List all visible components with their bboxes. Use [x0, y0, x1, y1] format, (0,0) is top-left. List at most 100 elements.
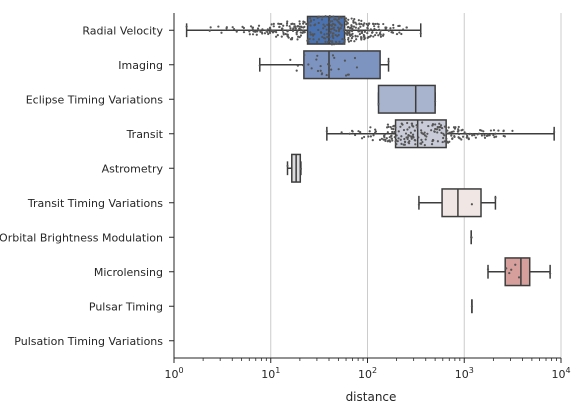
swarm-point — [296, 38, 299, 41]
swarm-point — [445, 131, 448, 135]
swarm-point — [278, 25, 281, 29]
swarm-point — [468, 133, 471, 136]
swarm-point — [351, 27, 354, 30]
swarm-point — [392, 26, 395, 29]
swarm-point — [335, 29, 338, 32]
swarm-point — [332, 36, 335, 40]
swarm-point — [336, 19, 339, 22]
swarm-point — [406, 121, 409, 125]
swarm-point — [256, 30, 259, 33]
swarm-point — [337, 33, 340, 37]
swarm-point — [301, 63, 305, 67]
swarm-point — [270, 29, 273, 33]
swarm-point — [374, 131, 377, 134]
swarm-point — [338, 22, 342, 25]
swarm-point — [309, 24, 312, 27]
swarm-point — [357, 130, 360, 133]
swarm-point — [494, 132, 497, 135]
swarm-point — [330, 68, 333, 71]
swarm-point — [453, 135, 456, 138]
swarm-point — [353, 40, 356, 43]
swarm-point — [350, 17, 353, 20]
swarm-point — [362, 35, 365, 38]
swarm-point — [289, 58, 292, 61]
swarm-point — [349, 39, 353, 42]
swarm-point — [446, 141, 450, 144]
swarm-point — [353, 18, 356, 21]
swarm-point — [466, 134, 469, 137]
swarm-point — [379, 35, 383, 38]
swarm-point — [408, 140, 411, 143]
swarm-point — [303, 31, 306, 34]
swarm-point — [345, 32, 348, 35]
swarm-point — [362, 24, 365, 27]
swarm-point — [384, 27, 387, 30]
swarm-point — [365, 22, 368, 26]
swarm-point — [308, 37, 311, 41]
swarm-point — [309, 33, 312, 36]
swarm-point — [356, 35, 359, 38]
swarm-point — [417, 136, 420, 139]
swarm-point — [299, 31, 302, 34]
swarm-point — [320, 73, 323, 76]
swarm-point — [348, 132, 351, 135]
swarm-point — [217, 25, 220, 28]
swarm-point — [492, 133, 495, 137]
swarm-point — [434, 100, 437, 103]
swarm-point — [433, 130, 436, 133]
swarm-point — [368, 130, 371, 133]
swarm-point — [368, 35, 371, 38]
swarm-point — [470, 203, 473, 206]
swarm-point — [439, 126, 442, 129]
swarm-point — [380, 137, 384, 140]
swarm-point — [549, 272, 552, 275]
swarm-point — [263, 32, 267, 35]
swarm-point — [360, 31, 364, 35]
swarm-point — [343, 16, 346, 19]
swarm-point — [248, 30, 251, 33]
swarm-point — [382, 33, 385, 36]
swarm-point — [436, 131, 439, 134]
swarm-point — [290, 22, 293, 26]
swarm-point — [296, 64, 299, 67]
swarm-point — [430, 143, 434, 146]
swarm-point — [458, 137, 461, 140]
swarm-point — [291, 36, 294, 40]
swarm-point — [293, 22, 296, 26]
swarm-point — [326, 40, 330, 44]
y-tick-label: Microlensing — [94, 266, 163, 279]
swarm-point — [443, 140, 446, 143]
swarm-point — [327, 63, 330, 66]
swarm-point — [406, 137, 409, 141]
swarm-point — [316, 69, 320, 73]
swarm-point — [254, 30, 257, 33]
swarm-point — [317, 38, 321, 41]
swarm-point — [447, 126, 450, 129]
swarm-point — [366, 29, 369, 32]
swarm-point — [332, 32, 335, 35]
box-imaging — [259, 50, 390, 80]
y-tick-label: Transit — [126, 128, 164, 141]
swarm-point — [282, 33, 285, 36]
swarm-point — [322, 27, 325, 30]
swarm-point — [390, 137, 393, 140]
swarm-point — [280, 35, 283, 38]
swarm-point — [399, 125, 402, 128]
swarm-point — [350, 24, 353, 27]
swarm-point — [363, 135, 366, 139]
swarm-point — [413, 129, 416, 132]
swarm-point — [553, 130, 556, 134]
swarm-point — [337, 30, 341, 33]
swarm-point — [286, 35, 289, 38]
swarm-point — [359, 131, 362, 134]
swarm-point — [311, 33, 314, 36]
swarm-point — [424, 138, 427, 141]
swarm-point — [359, 35, 363, 39]
swarm-point — [502, 129, 505, 133]
swarm-point — [437, 126, 440, 129]
swarm-point — [366, 24, 369, 27]
swarm-point — [453, 127, 457, 130]
swarm-point — [377, 34, 380, 37]
swarm-point — [338, 16, 341, 19]
